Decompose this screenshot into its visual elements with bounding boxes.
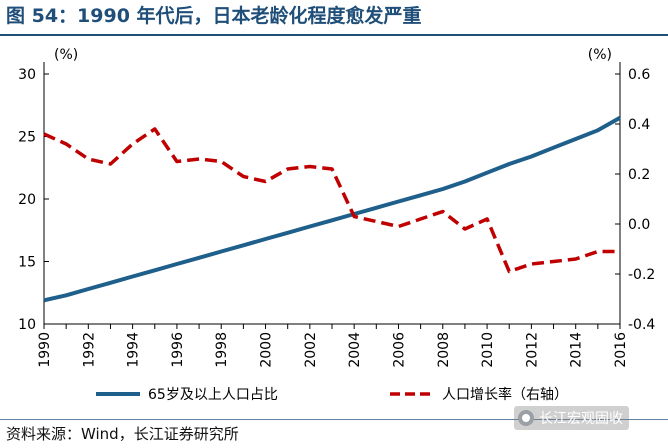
left-tick-label: 10 — [18, 317, 36, 333]
x-tick-label: 2000 — [259, 332, 275, 368]
left-tick-label: 30 — [18, 67, 36, 83]
x-tick-label: 1998 — [214, 332, 230, 368]
right-tick-label: 0.2 — [628, 167, 650, 183]
right-axis-unit: (%) — [588, 47, 612, 63]
left-axis-unit: (%) — [54, 47, 78, 63]
right-tick-label: -0.4 — [628, 317, 655, 333]
wechat-logo-icon — [518, 410, 534, 426]
x-tick-label: 2002 — [303, 332, 319, 368]
left-tick-label: 15 — [18, 255, 36, 271]
x-tick-label: 2014 — [569, 332, 585, 368]
right-tick-label: -0.2 — [628, 267, 655, 283]
x-tick-label: 2012 — [524, 332, 540, 368]
bottom-divider — [0, 419, 668, 420]
right-tick-label: 0.0 — [628, 217, 650, 233]
source-note: 资料来源：Wind，长江证券研究所 — [6, 425, 239, 443]
x-tick-label: 2006 — [391, 332, 407, 368]
x-tick-label: 1996 — [170, 332, 186, 368]
x-tick-label: 2004 — [347, 332, 363, 368]
left-tick-label: 20 — [18, 192, 36, 208]
x-tick-label: 1992 — [81, 332, 97, 368]
legend-label-growth: 人口增长率（右轴） — [442, 386, 568, 403]
right-tick-label: 0.4 — [628, 117, 650, 133]
x-tick-label: 1994 — [126, 332, 142, 368]
watermark-label: 长江宏观固收 — [539, 411, 623, 427]
right-tick-label: 0.6 — [628, 67, 650, 83]
chart-title: 图 54：1990 年代后，日本老龄化程度愈发严重 — [6, 5, 422, 27]
left-tick-label: 25 — [18, 130, 36, 146]
x-tick-label: 2010 — [480, 332, 496, 368]
legend-label-aging: 65岁及以上人口占比 — [148, 387, 278, 403]
x-tick-label: 2016 — [613, 332, 629, 368]
x-tick-label: 2008 — [436, 332, 452, 368]
watermark: 长江宏观固收 — [514, 406, 629, 430]
series-line-population-growth — [43, 127, 620, 274]
title-divider — [0, 34, 668, 36]
series-line-aging-ratio — [43, 116, 621, 303]
x-tick-label: 1990 — [37, 332, 53, 368]
